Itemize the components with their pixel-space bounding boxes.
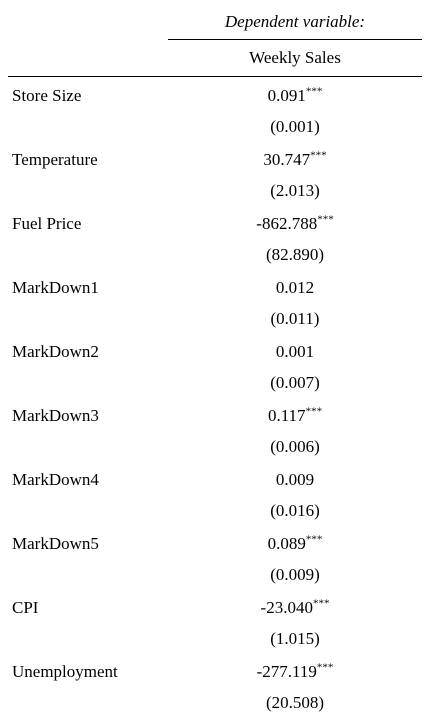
standard-error: (0.016): [270, 501, 320, 520]
table-row-temperature: Temperature 30.747*** (2.013): [8, 140, 422, 204]
coefficient-value: -862.788: [256, 214, 318, 233]
coefficient-value: 0.089: [267, 534, 306, 553]
table-row-cpi: CPI -23.040*** (1.015): [8, 588, 422, 652]
coefficient-cell: -277.119***: [168, 661, 422, 683]
coefficient-value: -23.040: [260, 598, 313, 617]
coefficient-cell: 30.747***: [168, 149, 422, 171]
standard-error: (0.006): [270, 437, 320, 456]
table-row-store-size: Store Size 0.091*** (0.001): [8, 76, 422, 140]
header-rule: [8, 76, 422, 77]
significance-stars: ***: [305, 533, 323, 546]
dependent-variable-label: Dependent variable:: [224, 12, 366, 31]
significance-stars: ***: [310, 149, 327, 162]
coefficient-value: 30.747: [263, 150, 311, 169]
coefficient-value: 0.001: [275, 342, 315, 361]
significance-stars: ***: [305, 85, 323, 98]
variable-name: Unemployment: [12, 662, 118, 681]
table-row-markdown4: MarkDown4 0.009 (0.016): [8, 460, 422, 524]
table-row-markdown2: MarkDown2 0.001 (0.007): [8, 332, 422, 396]
table-row-fuel-price: Fuel Price -862.788*** (82.890): [8, 204, 422, 268]
table-row-unemployment: Unemployment -277.119*** (20.508): [8, 652, 422, 716]
significance-stars: ***: [312, 597, 330, 610]
coefficient-cell: 0.001: [168, 341, 422, 363]
coefficient-cell: 0.012: [168, 277, 422, 299]
coefficient-value: -277.119: [256, 662, 317, 681]
table-row-markdown5: MarkDown5 0.089*** (0.009): [8, 524, 422, 588]
variable-name: MarkDown3: [12, 406, 99, 425]
variable-name: Store Size: [12, 86, 82, 105]
standard-error: (0.011): [270, 309, 320, 328]
standard-error: (82.890): [265, 245, 325, 264]
standard-error: (0.009): [270, 565, 320, 584]
standard-error: (2.013): [270, 181, 320, 200]
coefficient-value: 0.012: [275, 278, 315, 297]
variable-name: MarkDown5: [12, 534, 99, 553]
significance-stars: ***: [305, 405, 323, 418]
standard-error: (0.001): [270, 117, 320, 136]
standard-error: (0.007): [270, 373, 320, 392]
coefficient-value: 0.117: [267, 406, 306, 425]
significance-stars: ***: [316, 661, 334, 674]
variable-name: MarkDown1: [12, 278, 99, 297]
coefficient-cell: 0.091***: [168, 85, 422, 107]
variable-name: MarkDown2: [12, 342, 99, 361]
variable-name: MarkDown4: [12, 470, 99, 489]
variable-name: CPI: [12, 598, 39, 617]
coefficient-cell: -862.788***: [168, 213, 422, 235]
coefficient-cell: 0.009: [168, 469, 422, 491]
dependent-variable-header: Dependent variable:: [168, 0, 422, 40]
variable-name: Fuel Price: [12, 214, 82, 233]
dependent-variable-name: Weekly Sales: [249, 48, 341, 67]
coefficient-rows: Store Size 0.091*** (0.001) Temperature …: [8, 76, 422, 716]
variable-name: Temperature: [12, 150, 98, 169]
coefficient-cell: 0.089***: [168, 533, 422, 555]
coefficient-cell: 0.117***: [168, 405, 422, 427]
standard-error: (20.508): [265, 693, 325, 712]
coefficient-value: 0.091: [267, 86, 306, 105]
table-row-markdown3: MarkDown3 0.117*** (0.006): [8, 396, 422, 460]
table-row-markdown1: MarkDown1 0.012 (0.011): [8, 268, 422, 332]
standard-error: (1.015): [270, 629, 320, 648]
coefficient-cell: -23.040***: [168, 597, 422, 619]
coefficient-value: 0.009: [275, 470, 315, 489]
significance-stars: ***: [317, 213, 334, 226]
